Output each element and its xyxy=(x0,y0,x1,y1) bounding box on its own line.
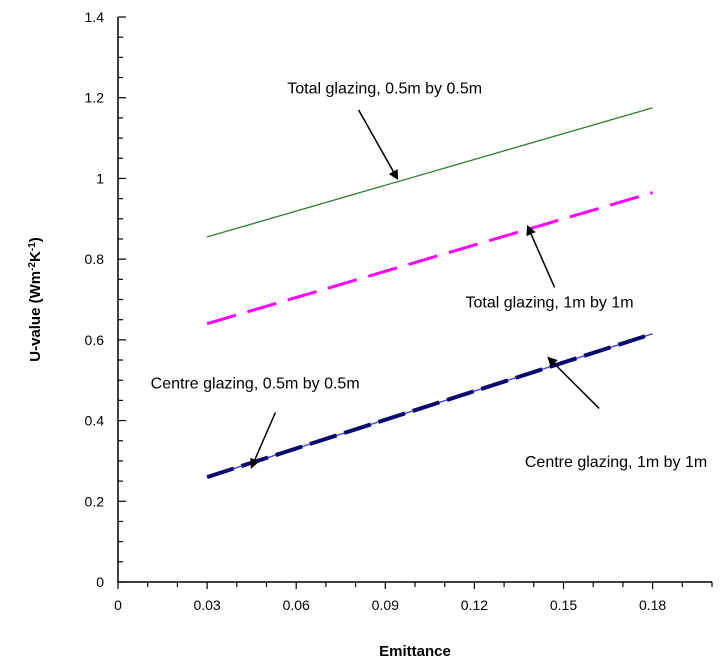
x-tick-label: 0.03 xyxy=(193,597,220,613)
y-axis-title-mid: K xyxy=(27,251,44,262)
annotation-arrow-centre-1 xyxy=(547,356,600,409)
x-tick-label: 0.12 xyxy=(461,597,488,613)
y-tick-label: 0.6 xyxy=(85,332,105,348)
x-tick-label: 0.09 xyxy=(372,597,399,613)
y-axis-title-sup1: -2 xyxy=(27,262,38,271)
annotation-arrow-total-1 xyxy=(526,225,556,288)
y-axis-title: U-value (Wm-2K-1) xyxy=(27,237,45,362)
annotation-label-centre-1: Centre glazing, 1m by 1m xyxy=(525,454,707,471)
y-axis-title-sup2: -1 xyxy=(27,242,38,251)
x-axis-title: Emittance xyxy=(379,643,451,660)
x-tick-label: 0.06 xyxy=(283,597,310,613)
y-axis-title-end: ) xyxy=(27,237,44,242)
series-layer xyxy=(206,107,654,480)
series-line-total-05 xyxy=(206,107,653,238)
y-tick-label: 0 xyxy=(96,574,104,590)
annotation-label-total-1: Total glazing, 1m by 1m xyxy=(465,295,633,312)
y-axis-title-main: U-value (Wm xyxy=(27,271,44,362)
series-line-centre-1 xyxy=(206,331,654,480)
y-tick-label: 1.4 xyxy=(85,9,105,25)
y-tick-label: 1.2 xyxy=(85,90,105,106)
x-tick-label: 0.18 xyxy=(639,597,666,613)
x-tick-label: 0 xyxy=(114,597,122,613)
x-tick-label: 0.15 xyxy=(550,597,577,613)
series-line-total-1 xyxy=(206,191,654,326)
annotation-arrow-total-05 xyxy=(357,109,399,181)
annotation-label-centre-05: Centre glazing, 0.5m by 0.5m xyxy=(151,375,360,392)
annotation-layer: Total glazing, 0.5m by 0.5m Total glazing… xyxy=(151,81,708,471)
axis-labels: Emittance U-value (Wm-2K-1) xyxy=(27,237,451,660)
axes: 0 0.03 0.06 0.09 0.12 0.15 0.18 0 0.2 0.4 0.6 0.8 1 1… xyxy=(85,9,713,613)
annotation-label-total-05: Total glazing, 0.5m by 0.5m xyxy=(287,81,482,98)
y-tick-label: 0.4 xyxy=(85,413,105,429)
y-tick-label: 1 xyxy=(96,170,104,186)
y-tick-label: 0.2 xyxy=(85,493,105,509)
annotation-arrow-centre-05 xyxy=(250,412,277,469)
y-tick-label: 0.8 xyxy=(85,251,105,267)
